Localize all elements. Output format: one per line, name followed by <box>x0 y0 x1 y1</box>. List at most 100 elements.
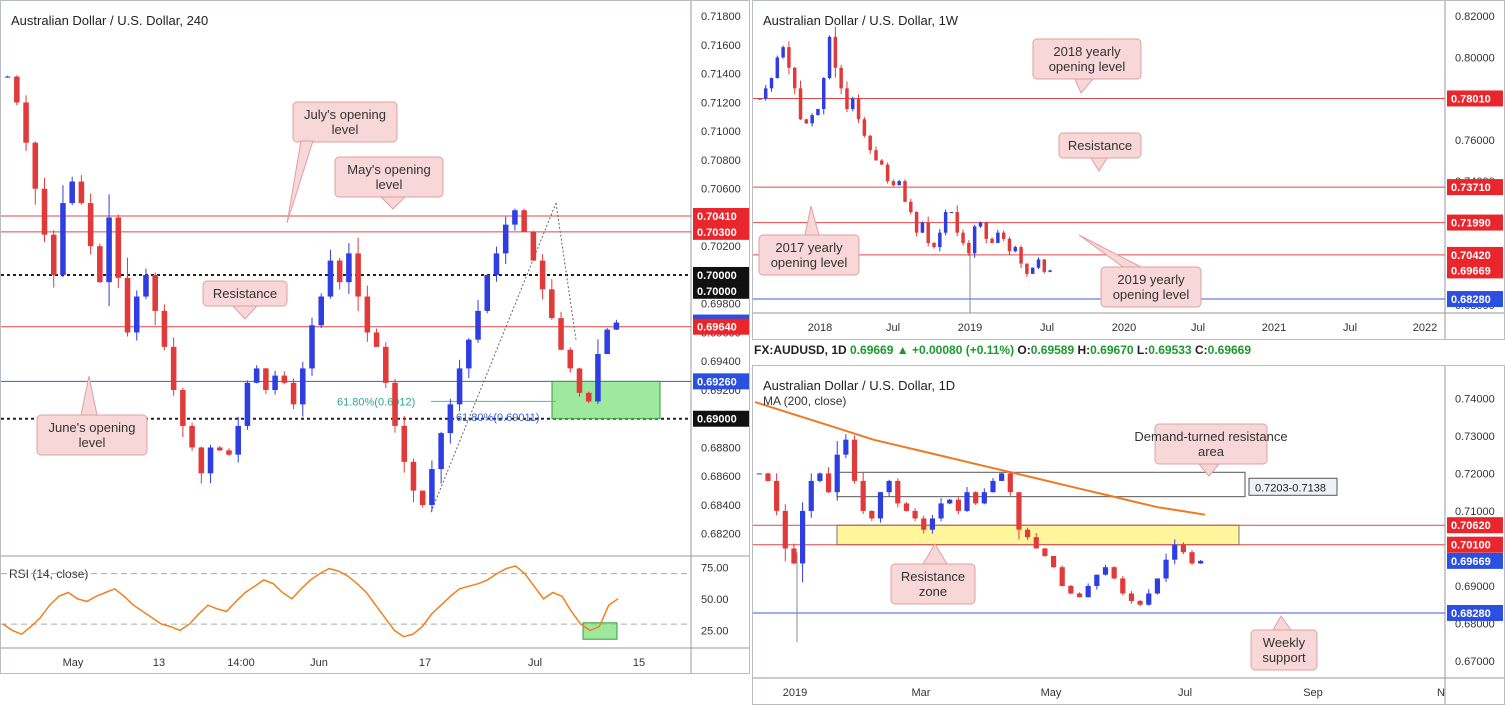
candle-weekly-body <box>932 242 936 248</box>
candle-weekly-body <box>920 222 925 233</box>
candle-240-body <box>4 76 11 78</box>
chart-svg-daily[interactable]: 0.740000.730000.720000.710000.700000.690… <box>753 366 1504 704</box>
candle-daily-body <box>903 503 910 511</box>
time-axis-label: 13 <box>153 657 165 669</box>
chart-svg-240[interactable]: 0.71800 0.71600 0.71400 0.71200 0.71000 0.708… <box>1 1 749 673</box>
open-value: 0.69589 <box>1030 343 1075 357</box>
price-axis-240-price-tag <box>693 208 749 225</box>
price-axis-240-tick-label: 0.71000 <box>701 126 741 138</box>
candle-240-body <box>161 310 168 347</box>
price-axis-weekly-price-tag-label: 0.69669 <box>1451 265 1491 277</box>
june-opening-callout-text: level <box>79 435 106 450</box>
candle-weekly-body <box>874 150 878 161</box>
weekly-support-callout-pointer <box>1272 615 1292 631</box>
price-axis-weekly-price-tag-label: 0.73710 <box>1451 182 1491 194</box>
candle-daily-body <box>1016 492 1022 530</box>
candle-240-body <box>216 447 223 451</box>
candle-240-body <box>502 224 509 254</box>
candle-240-body <box>392 382 398 426</box>
yearly-2017-callout-pointer <box>804 205 820 236</box>
price-axis-240-tick-label: 0.71800 <box>701 11 741 23</box>
candle-daily-body <box>886 480 892 493</box>
candle-daily-body <box>756 473 762 475</box>
candle-240-body <box>170 346 177 390</box>
resistance-zone-callout-text: Resistance <box>901 569 965 584</box>
candle-240-body <box>50 234 57 275</box>
time-axis-label: 2018 <box>808 322 832 334</box>
candle-daily-body <box>1059 567 1065 586</box>
candle-daily-body <box>860 480 866 511</box>
candle-240-body <box>41 188 48 235</box>
candle-daily-body <box>938 503 944 519</box>
candle-240-body <box>152 274 158 311</box>
may-opening-callout-text: May's opening <box>347 162 430 177</box>
candle-240-body <box>373 332 380 347</box>
price-axis-240-price-tag-label: 0.70410 <box>697 211 737 223</box>
rsi-tick-label: 75.00 <box>701 562 729 574</box>
candle-weekly-body <box>990 238 994 243</box>
candle-weekly-body <box>845 88 849 109</box>
july-opening-callout-text: level <box>332 122 359 137</box>
price-axis-weekly-price-tag <box>1447 90 1503 107</box>
candle-weekly-body <box>781 47 785 58</box>
candle-240-body <box>244 382 251 426</box>
candle-weekly-body <box>938 232 942 248</box>
close-value: 0.69669 <box>1207 343 1252 357</box>
price-axis-240-price-tag <box>693 282 749 299</box>
candle-daily-body <box>1163 559 1169 579</box>
candle-240-body <box>32 142 39 189</box>
candle-weekly-body <box>792 67 797 89</box>
price-axis-240-price-tag <box>693 223 749 240</box>
price-axis-daily-price-tag <box>1447 604 1503 621</box>
low-value: 0.69533 <box>1148 343 1192 357</box>
candle-240-body <box>355 253 361 297</box>
rsi-tick-label: 25.00 <box>701 625 729 637</box>
price-axis-daily-price-tag <box>1447 536 1503 553</box>
resistance-callout-text: Resistance <box>213 286 277 301</box>
candle-240-body <box>189 425 195 448</box>
weekly-support-callout-text: Weekly <box>1263 635 1306 650</box>
price-axis-240-price-tag <box>693 373 749 390</box>
candle-daily-body <box>800 510 806 564</box>
candle-240-body <box>447 404 454 434</box>
demand-turned-resistance-callout-text: area <box>1198 444 1225 459</box>
candle-240-body <box>567 349 574 369</box>
time-axis-label: 14:00 <box>227 657 255 669</box>
resistance-zone-callout-text: zone <box>919 584 947 599</box>
candle-240-body <box>281 375 288 383</box>
candle-weekly-body <box>833 36 838 68</box>
candle-240-body <box>512 210 518 225</box>
price-axis-daily-price-tag-label: 0.70100 <box>1451 540 1491 552</box>
candle-daily-body <box>895 480 901 504</box>
candle-daily-body <box>1076 593 1083 598</box>
price-axis-240-tick-label: 0.68400 <box>701 500 741 512</box>
candle-240-body <box>484 274 491 311</box>
candle-daily-body <box>921 518 927 530</box>
candle-240-body <box>87 203 94 247</box>
candle-240-body <box>97 246 103 283</box>
candle-weekly-body <box>775 57 780 79</box>
candle-daily-body <box>1085 585 1091 598</box>
candle-weekly-body <box>972 226 977 254</box>
price-axis-240-tick-label: 0.70200 <box>701 241 741 253</box>
chart-panel-daily: 0.740000.730000.720000.710000.700000.690… <box>752 365 1505 705</box>
ma-indicator-label: MA (200, close) <box>763 394 847 408</box>
price-axis-240-price-tag <box>693 410 749 427</box>
yearly-2019-callout-text: opening level <box>1113 287 1190 302</box>
time-axis-label: 2019 <box>783 687 807 699</box>
candle-240-body <box>23 102 29 143</box>
candle-240-body <box>180 389 186 426</box>
chart-svg-weekly[interactable]: 0.820000.800000.780000.760000.740000.720… <box>753 1 1504 339</box>
candle-weekly-body <box>949 212 954 214</box>
price-axis-weekly-price-tag-label: 0.78010 <box>1451 93 1491 105</box>
candle-240-body <box>604 329 610 355</box>
candle-weekly-body <box>769 78 774 89</box>
candle-daily-body <box>877 492 884 519</box>
candle-240-body <box>549 289 555 319</box>
yearly-2018-callout-text: opening level <box>1049 59 1126 74</box>
candle-240-body <box>290 382 297 405</box>
price-axis-weekly-price-tag-label: 0.71990 <box>1451 218 1491 230</box>
candle-daily-body <box>1068 585 1074 594</box>
candle-weekly-body <box>810 115 814 124</box>
candle-daily-body <box>782 510 788 549</box>
